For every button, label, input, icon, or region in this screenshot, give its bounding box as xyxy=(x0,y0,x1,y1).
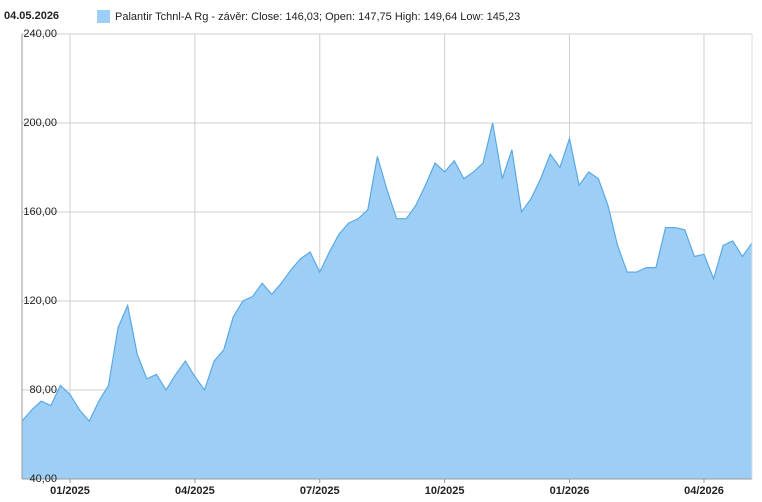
y-tick-label: 160,00 xyxy=(23,206,57,218)
legend-label: Palantir Tchnl-A Rg - závěr: Close: 146,… xyxy=(115,11,520,23)
line xyxy=(21,122,753,423)
y-tick-label: 80,00 xyxy=(29,384,57,396)
y-tick-label: 200,00 xyxy=(23,117,57,129)
y-tick-label: 240,00 xyxy=(23,28,57,40)
x-tick-label: 07/2025 xyxy=(300,485,340,497)
x-tick-label: 04/2026 xyxy=(684,485,724,497)
y-tick-label: 120,00 xyxy=(23,295,57,307)
x-tick-label: 10/2025 xyxy=(425,485,465,497)
x-tick-label: 01/2025 xyxy=(50,485,90,497)
legend-swatch xyxy=(97,10,110,23)
date-label: 04.05.2026 xyxy=(4,10,59,22)
y-tick-label: 40,00 xyxy=(29,473,57,485)
x-tick-label: 01/2026 xyxy=(550,485,590,497)
x-tick-label: 04/2025 xyxy=(175,485,215,497)
